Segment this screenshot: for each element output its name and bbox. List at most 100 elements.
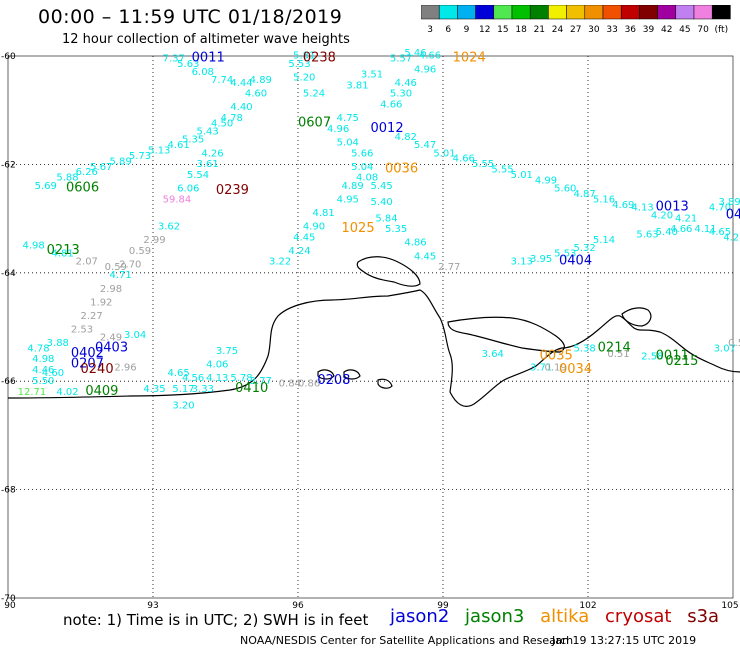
coastline-island-east [621,307,652,327]
wave-height-reading: 5.53 [554,249,576,260]
wave-height-reading: 4.20 [651,211,673,222]
wave-height-reading: 5.04 [351,162,373,173]
wave-height-reading: 5.84 [375,213,397,224]
wave-height-reading: 4.65 [168,368,190,379]
lon-tick-label: 105 [721,601,738,610]
colorbar-tick-15: 70 [697,25,709,35]
wave-height-reading: 3.22 [269,257,291,268]
colorbar-tick-13: 42 [661,25,672,35]
colorbar-tick-5: 18 [515,25,527,35]
wave-height-reading: 5.47 [414,140,436,151]
wave-height-reading: 5.63 [177,59,199,70]
satellite-pass-time: 0402 [71,346,104,361]
satellite-pass-time: 1025 [342,221,375,236]
wave-height-reading: 5.69 [35,181,57,192]
wave-height-reading: 4.13 [206,373,228,384]
satellite-pass-time: 0035 [540,349,573,364]
wave-height-reading: 5.55 [491,165,513,176]
wave-height-reading: 4.95 [337,194,359,205]
wave-height-reading: 4.40 [230,102,252,113]
wave-height-reading: 4.46 [32,365,54,376]
coastline-island-small-2 [343,369,361,380]
wave-height-reading: 5.17 [172,384,194,395]
wave-height-reading: 5.20 [293,72,315,83]
colorbar-tick-7: 24 [552,25,564,35]
wave-height-reading: 3.20 [172,400,194,411]
colorbar-tick-16: (ft) [715,25,729,35]
wave-height-reading: 3.71 [530,362,552,373]
lon-tick-label: 102 [579,601,596,610]
satellite-pass-time: 0207 [71,357,104,372]
generation-timestamp: Jan 19 13:27:15 UTC 2019 [552,634,697,647]
wave-height-reading: 4.06 [206,360,228,371]
wave-height-reading: 4.13 [632,202,654,213]
wave-height-reading: 5.66 [351,148,373,159]
satellite-pass-time: 0214 [598,340,631,355]
wave-height-reading: 0.86 [298,379,320,390]
legend-jason2: jason2 [390,606,450,627]
wave-height-reading: 4.60 [42,368,64,379]
wave-height-reading: 3.51 [361,70,383,81]
color-scale-legend: 3 6 9 12 15 18 21 24 27 30 33 36 39 42 45 70 (ft) [421,5,731,35]
source-credit: NOAA/NESDIS Center for Satellite Applica… [240,634,574,647]
wave-height-reading: 5.01 [511,170,533,181]
wave-height-reading: 4.44 [230,78,252,89]
wave-height-reading: 4.20 [723,232,740,243]
wave-height-reading: 5.32 [574,243,596,254]
wave-height-reading: 2.77 [438,262,460,273]
colorbar-tick-4: 15 [497,25,508,35]
colorbar-tick-10: 33 [606,25,617,35]
wave-height-reading: 5.35 [385,224,407,235]
wave-height-reading: 4.46 [395,78,417,89]
colorbar-tick-9: 30 [588,25,600,35]
wave-height-reading: 5.40 [656,227,678,238]
wave-height-reading: 6.26 [76,167,98,178]
coastline-island-small-3 [377,378,393,389]
wave-height-reading: 3.13 [511,257,533,268]
wave-height-reading: 4.89 [250,75,272,86]
legend-jason3: jason3 [465,606,525,627]
wave-height-reading: 4.98 [32,354,54,365]
wave-height-reading: 5.35 [182,135,204,146]
wave-height-reading: 0.51 [607,349,629,360]
lat-tick-label: -70 [1,594,16,604]
colorbar-tick-2: 9 [464,25,470,35]
wave-height-reading: 5.40 [371,197,393,208]
wave-height-reading: 4.75 [337,113,359,124]
satellite-pass-time: 0239 [216,183,249,198]
colorbar-tick-0: 3 [427,25,433,35]
wave-height-reading: 3.33 [192,384,214,395]
coastline-island-small-1 [317,369,335,380]
wave-height-reading: 5.16 [593,194,615,205]
satellite-pass-time: 0011 [192,50,225,65]
lat-tick-label: -60 [1,52,16,62]
colorbar-tick-6: 21 [534,25,545,35]
page-subtitle: 12 hour collection of altimeter wave hei… [62,32,350,47]
wave-height-reading: 2.07 [76,257,98,268]
satellite-pass-time: 0034 [559,362,592,377]
lon-tick-label: 99 [437,601,449,610]
wave-height-reading: 4.78 [27,343,49,354]
colorbar-tick-1: 6 [445,25,451,35]
wave-height-reading: 4.81 [52,249,74,260]
wave-height-reading: 4.86 [404,238,426,249]
satellite-pass-time: 0208 [317,373,350,388]
satellite-pass-time: 0404 [559,254,592,269]
wave-height-reading: 4.11 [694,224,716,235]
wave-height-reading: 4.82 [395,132,417,143]
wave-height-reading: 0.59 [728,338,740,349]
satellite-pass-time: 0240 [81,362,114,377]
wave-height-reading: 4.96 [414,64,436,75]
wave-height-reading: 5.81 [293,51,315,62]
wave-height-reading: 3.04 [124,330,146,341]
wave-height-reading: 4.50 [211,118,233,129]
wave-height-map: 90 93 96 99 102 105-60-62-64-66-68-70 7.375.6… [1,48,740,610]
wave-height-reading: 4.99 [535,175,557,186]
wave-height-reading: 5.55 [472,159,494,170]
wave-height-reading: 3.88 [47,338,69,349]
wave-height-reading: 6.08 [192,67,214,78]
legend-altika: altika [540,606,590,627]
wave-height-reading: 3.75 [216,346,238,357]
colorbar-tick-12: 39 [643,25,655,35]
